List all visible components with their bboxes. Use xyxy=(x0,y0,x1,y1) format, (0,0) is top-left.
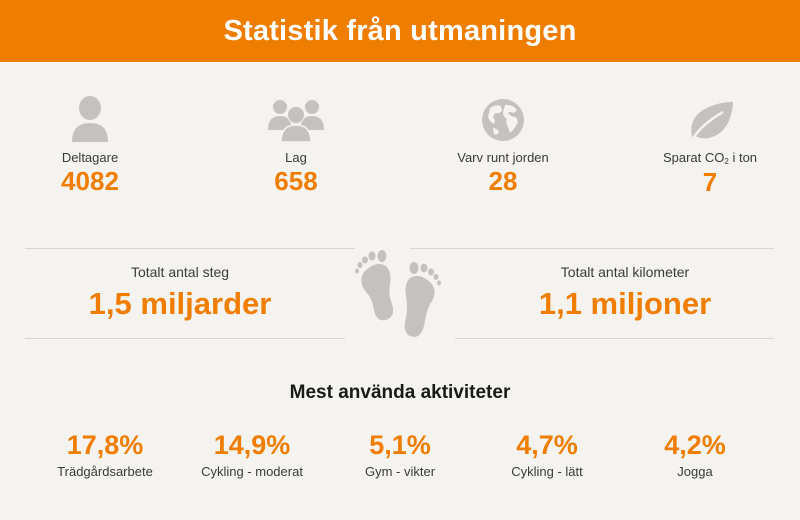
total-label: Totalt antal steg xyxy=(130,264,230,280)
stat-participants: Deltagare 4082 xyxy=(10,92,170,195)
page-title: Statistik från utmaningen xyxy=(223,14,577,47)
activity-label: Gym - vikter xyxy=(364,464,436,479)
stat-label: Sparat CO2 i ton xyxy=(630,150,790,166)
stat-laps-around-earth: Varv runt jorden 28 xyxy=(423,92,583,195)
activity-label: Cykling - moderat xyxy=(201,464,303,479)
activity-percent: 5,1% xyxy=(369,430,431,460)
activity-percent: 4,2% xyxy=(664,430,726,460)
total-kilometers: Totalt antal kilometer 1,1 miljoner xyxy=(490,264,760,322)
activity-label: Trädgårdsarbete xyxy=(57,464,153,479)
person-icon xyxy=(10,92,170,142)
activity-item: 5,1% Gym - vikter xyxy=(330,430,470,479)
activity-item: 4,2% Jogga xyxy=(625,430,765,479)
stat-label-subscript: 2 xyxy=(724,157,729,166)
header-banner: Statistik från utmaningen xyxy=(0,0,800,62)
activity-percent: 4,7% xyxy=(516,430,578,460)
stat-value: 7 xyxy=(702,167,718,197)
activity-item: 4,7% Cykling - lätt xyxy=(477,430,617,479)
activity-item: 14,9% Cykling - moderat xyxy=(182,430,322,479)
stat-co2-saved: Sparat CO2 i ton 7 xyxy=(630,92,790,196)
stat-label-text: Sparat CO xyxy=(662,150,725,165)
stat-teams: Lag 658 xyxy=(216,92,376,195)
activity-percent: 17,8% xyxy=(66,430,144,460)
divider-line xyxy=(455,338,774,339)
total-value: 1,1 miljoner xyxy=(538,286,712,321)
total-value: 1,5 miljarder xyxy=(88,286,272,321)
stat-value: 658 xyxy=(274,166,318,196)
activity-label: Jogga xyxy=(677,464,713,479)
stat-value: 4082 xyxy=(61,166,119,196)
stat-label: Lag xyxy=(285,150,307,165)
activity-label: Cykling - lätt xyxy=(511,464,583,479)
activities-title: Mest använda aktiviteter xyxy=(289,382,511,403)
total-label: Totalt antal kilometer xyxy=(560,264,690,280)
stat-value: 28 xyxy=(488,166,518,196)
activity-percent: 14,9% xyxy=(213,430,291,460)
globe-icon xyxy=(423,92,583,142)
total-steps: Totalt antal steg 1,5 miljarder xyxy=(45,264,315,322)
activity-item: 17,8% Trädgårdsarbete xyxy=(35,430,175,479)
stat-label: Deltagare xyxy=(61,150,119,165)
stat-label: Varv runt jorden xyxy=(457,150,549,165)
divider-line xyxy=(410,248,774,249)
footprints-icon xyxy=(352,232,456,357)
divider-line xyxy=(25,338,345,339)
leaf-icon xyxy=(630,92,790,142)
divider-line xyxy=(25,248,355,249)
group-icon xyxy=(216,92,376,142)
stat-label-suffix: i ton xyxy=(728,150,758,165)
